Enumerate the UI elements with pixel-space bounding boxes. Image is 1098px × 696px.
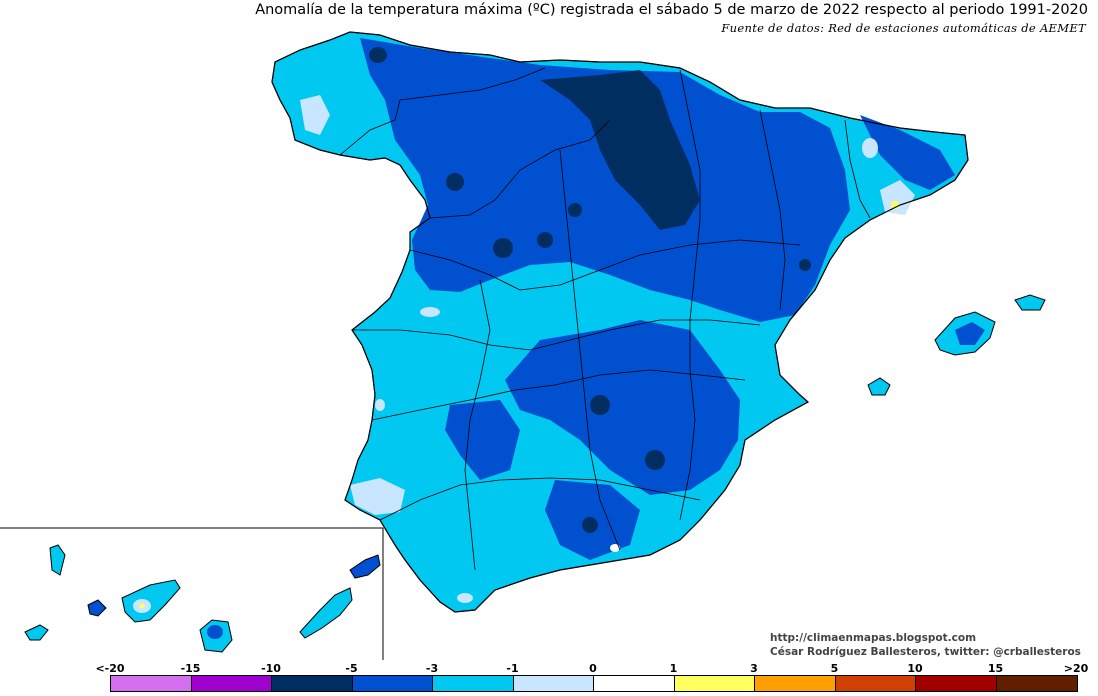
- credits-website[interactable]: http://climaenmapas.blogspot.com: [770, 632, 977, 644]
- legend-swatch: [996, 676, 1077, 691]
- legend-tick-label: -10: [261, 662, 281, 675]
- map-title: Anomalía de la temperatura máxima (ºC) r…: [255, 2, 1088, 18]
- legend-swatch: [674, 676, 755, 691]
- legend-tick-label: -3: [425, 662, 439, 675]
- legend-tick-label: <-20: [95, 662, 125, 675]
- legend-swatch: [352, 676, 433, 691]
- la-gomera: [87, 599, 107, 617]
- legend-swatch: [433, 676, 514, 691]
- legend-swatch: [916, 676, 997, 691]
- el-hierro: [24, 624, 49, 641]
- inset-frame: [0, 527, 384, 660]
- ibiza: [867, 377, 891, 396]
- legend-swatch: [111, 676, 192, 691]
- province-borders: [339, 67, 871, 571]
- balearic-islands: [867, 294, 1046, 396]
- legend-tick-label: -1: [506, 662, 519, 675]
- legend-swatch: [272, 676, 353, 691]
- legend-tick-label: -15: [180, 662, 201, 675]
- mainland-spain: [271, 31, 969, 613]
- legend-tick-label: -5: [345, 662, 358, 675]
- credits-author: César Rodríguez Ballesteros, twitter: @c…: [770, 646, 1081, 658]
- tenerife: [121, 579, 181, 623]
- legend-swatch: [755, 676, 836, 691]
- anomaly-map: [0, 31, 1046, 660]
- legend-tick-label: 5: [830, 662, 839, 675]
- legend-tick-label: 15: [987, 662, 1004, 675]
- credits: http://climaenmapas.blogspot.com César R…: [770, 631, 1081, 659]
- la-palma: [49, 544, 66, 576]
- canary-islands-inset: [0, 527, 384, 660]
- data-source-note: Fuente de datos: Red de estaciones autom…: [721, 21, 1086, 35]
- legend-swatch: [835, 676, 916, 691]
- legend-swatch: [594, 676, 675, 691]
- very-cold-anomaly-zones: [369, 47, 811, 533]
- legend-tick-label: >20: [1063, 662, 1089, 675]
- legend-tick-label: 1: [669, 662, 678, 675]
- color-legend: <-20 -15 -10 -5 -3 -1 0 1 3 5 10 15 >20: [0, 660, 1098, 696]
- legend-tick-label: 0: [589, 662, 597, 675]
- legend-bar: [110, 675, 1078, 692]
- legend-swatch: [191, 676, 272, 691]
- menorca: [1014, 294, 1046, 311]
- legend-tick-label: 10: [907, 662, 923, 675]
- legend-tick-label: 3: [750, 662, 758, 675]
- fuerteventura: [299, 587, 353, 639]
- slight-cold-anomaly-zones: [300, 95, 915, 603]
- legend-swatch: [513, 676, 594, 691]
- mainland-spain-outline: [271, 31, 969, 613]
- lanzarote: [349, 554, 381, 579]
